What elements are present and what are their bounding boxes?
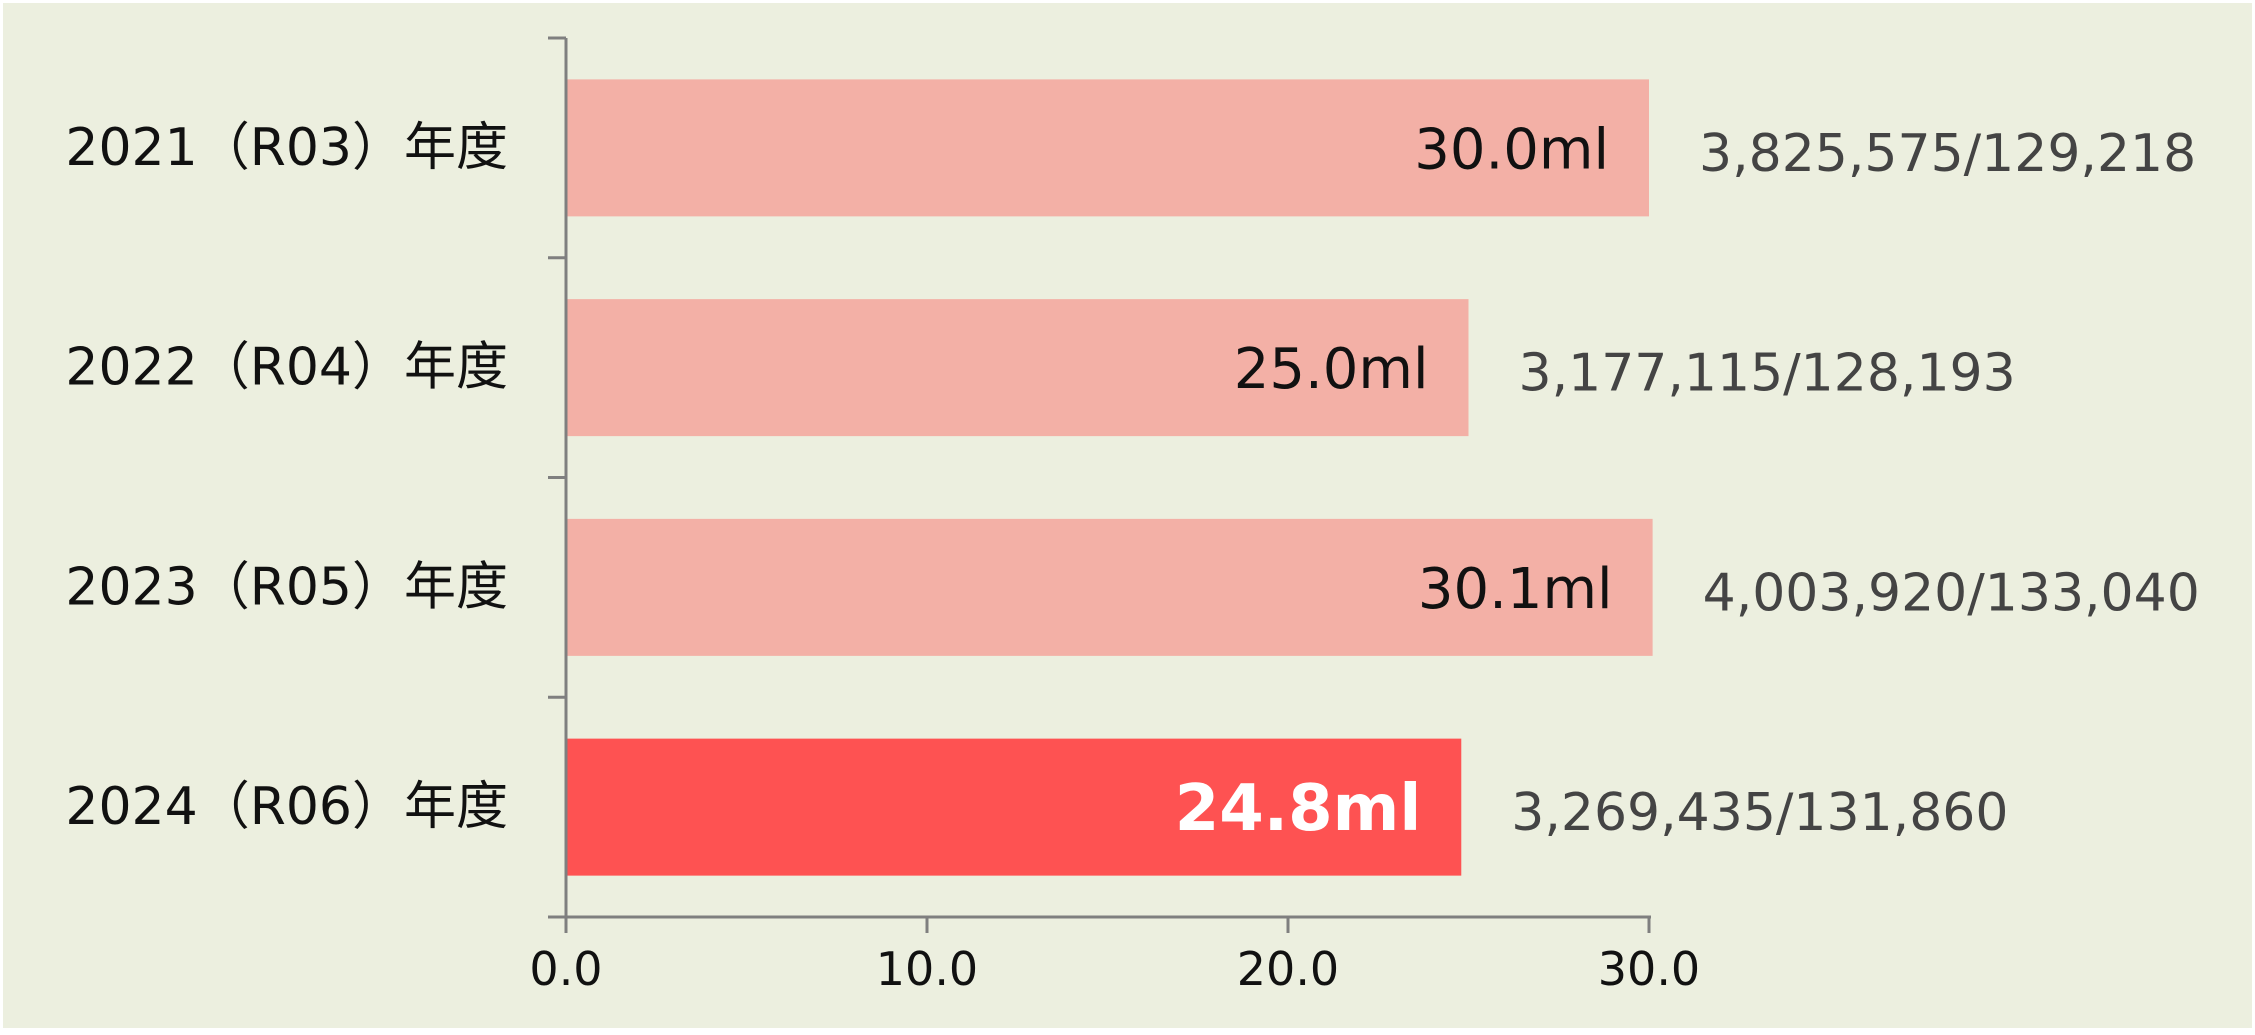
bars-layer (566, 79, 1653, 876)
bar-4 (566, 738, 1462, 876)
x-tick-label-2: 20.0 (1237, 942, 1339, 996)
data-label-4: 24.8ml (1175, 772, 1422, 846)
category-label-3: 2023（R05）年度 (65, 557, 508, 617)
ratio-label-1: 3,825,575/129,218 (1699, 124, 2196, 184)
x-tick-label-0: 0.0 (529, 942, 602, 996)
category-label-1: 2021（R03）年度 (65, 118, 508, 178)
data-label-2: 25.0ml (1234, 337, 1429, 402)
ratio-label-3: 4,003,920/133,040 (1703, 563, 2200, 623)
bar-3 (566, 518, 1653, 656)
bar-1 (566, 79, 1649, 217)
bar-2 (566, 299, 1469, 437)
axis-layer (548, 36, 1651, 933)
category-label-2: 2022（R04）年度 (65, 338, 508, 398)
bar-chart: 2021（R03）年度 30.0ml 3,825,575/129,218 2022（R… (65, 36, 2200, 996)
ratio-label-2: 3,177,115/128,193 (1519, 344, 2016, 404)
ratio-label-4: 3,269,435/131,860 (1511, 783, 2008, 843)
labels-layer: 2021（R03）年度 30.0ml 3,825,575/129,218 2022（R… (65, 117, 2199, 996)
data-label-3: 30.1ml (1418, 557, 1613, 622)
category-label-4: 2024（R06）年度 (65, 777, 508, 837)
x-tick-label-1: 10.0 (876, 942, 978, 996)
chart-frame: 2021（R03）年度 30.0ml 3,825,575/129,218 2022（R… (3, 3, 2252, 1028)
x-tick-label-3: 30.0 (1598, 942, 1700, 996)
data-label-1: 30.0ml (1414, 117, 1609, 182)
